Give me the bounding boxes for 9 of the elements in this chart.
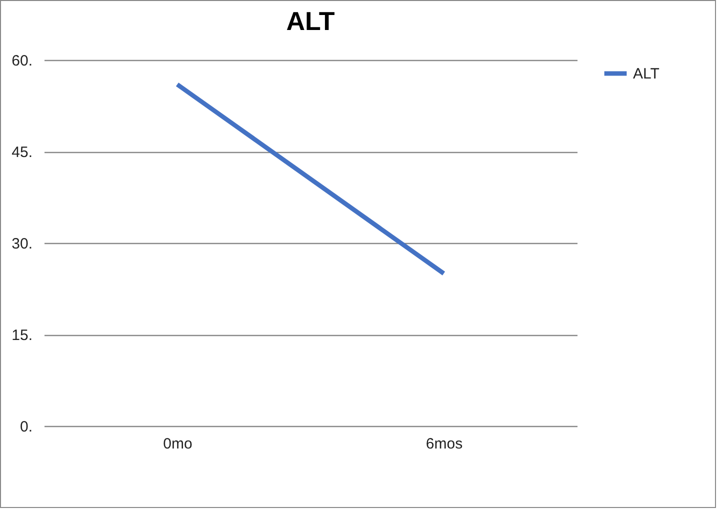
y-tick-label: 30.: [12, 236, 32, 252]
legend-label: ALT: [633, 66, 660, 82]
y-tick-label: 60.: [12, 52, 32, 70]
x-tick-label: 6mos: [426, 436, 463, 452]
y-tick-label: 45.: [12, 144, 32, 161]
y-tick-label: 0.: [20, 418, 32, 436]
x-tick-label: 0mo: [163, 436, 192, 452]
y-tick-label: 15.: [12, 327, 32, 344]
chart-title: ALT: [286, 6, 335, 36]
